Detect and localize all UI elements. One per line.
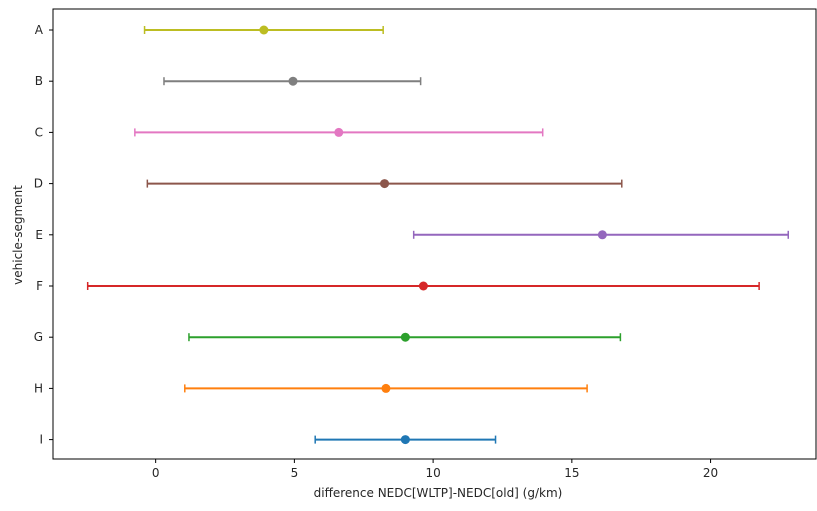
plot-frame (52, 8, 817, 460)
x-tick-label: 10 (425, 466, 440, 480)
data-point (597, 230, 607, 240)
y-tick-label: E (35, 228, 43, 242)
data-point (400, 332, 410, 342)
data-point (259, 25, 269, 35)
y-tick-label: G (34, 330, 43, 344)
data-point (334, 127, 344, 137)
x-tick-label: 15 (564, 466, 579, 480)
y-tick-label: B (35, 74, 43, 88)
data-point (418, 281, 428, 291)
y-tick-label: A (35, 23, 44, 37)
y-tick-label: C (35, 125, 43, 139)
y-tick-label: I (39, 433, 43, 447)
axes-layer: 0 5 10 15 20 A B C D E F G H I (34, 8, 817, 480)
x-tick-label: 0 (152, 466, 160, 480)
plot-layer (86, 25, 790, 445)
x-tick-label: 20 (703, 466, 718, 480)
data-point (380, 179, 390, 189)
x-tick-label: 5 (291, 466, 299, 480)
data-point (400, 435, 410, 445)
y-tick-label: D (34, 177, 43, 191)
x-axis-label: difference NEDC[WLTP]-NEDC[old] (g/km) (314, 486, 563, 500)
data-point (381, 383, 391, 393)
y-axis-label: vehicle-segment (11, 185, 25, 285)
data-point (288, 76, 298, 86)
y-tick-label: H (34, 381, 43, 395)
y-tick-label: F (36, 279, 43, 293)
